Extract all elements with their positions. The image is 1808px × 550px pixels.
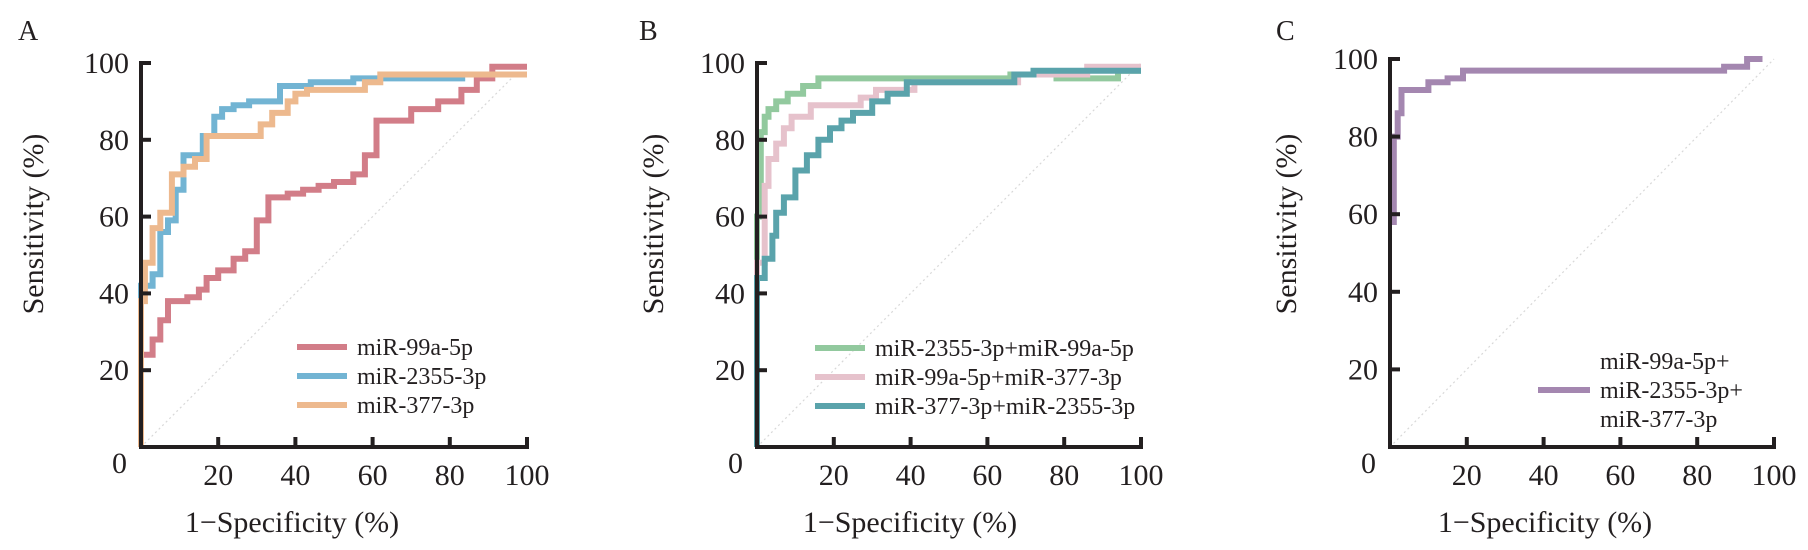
panel-b-ylabel: Sensitivity (%) [637, 134, 670, 315]
panel-c-y-tick-label-4: 80 [1348, 121, 1378, 154]
panel-b-x-tick-label-3: 60 [972, 459, 1002, 492]
panel-b-legend: miR-2355-3p+miR-99a-5p miR-99a-5p+miR-377… [815, 336, 1135, 420]
panel-b-y-tick-label-2: 40 [715, 277, 745, 310]
panel-c-x-tick-label-2: 40 [1529, 459, 1559, 492]
panel-a-x-tick-label-1: 20 [203, 459, 233, 492]
panel-a-x-tick-label-4: 80 [435, 459, 465, 492]
panel-b-xlabel: 1−Specificity (%) [803, 506, 1017, 539]
panel-a-y-tick-label-4: 80 [99, 124, 129, 157]
panel-b-y-tick-label-5: 100 [700, 47, 745, 80]
panel-c-x-tick-label-3: 60 [1605, 459, 1635, 492]
panel-c-y-tick-label-2: 40 [1348, 276, 1378, 309]
plot-b: 20 40 60 80 100 20 40 60 80 100 0 miR-2355-3p+miR-9… [700, 47, 1164, 492]
panel-b-x-tick-label-1: 20 [819, 459, 849, 492]
panel-a-y-tick-label-1: 20 [99, 354, 129, 387]
panel-c-x-tick-label-5: 100 [1752, 459, 1797, 492]
panel-a-legend-label-3: miR-377-3p [357, 393, 474, 419]
plot-c: 20 40 60 80 100 20 40 60 80 100 0 miR-99a-5p+ miR-23… [1333, 43, 1797, 492]
panel-c-reference-diagonal [1389, 58, 1775, 448]
panel-b-legend-label-1: miR-2355-3p+miR-99a-5p [875, 336, 1134, 362]
panel-c-letter: C [1276, 16, 1295, 47]
panel-b-x-tick-label-2: 40 [896, 459, 926, 492]
panel-a-y-tick-label-5: 100 [84, 47, 129, 80]
panel-c-x-tick-label-4: 80 [1682, 459, 1712, 492]
panel-c-xlabel: 1−Specificity (%) [1438, 506, 1652, 539]
panel-b-y-tick-label-1: 20 [715, 354, 745, 387]
panel-a-series-line-3 [138, 71, 527, 447]
panel-a-origin-label: 0 [112, 447, 127, 480]
plot-a: 20 40 60 80 100 20 40 60 80 100 0 miR-99a-5p miR-235… [84, 47, 550, 492]
panel-c-y-tick-label-5: 100 [1333, 43, 1378, 76]
panel-a-x-tick-label-2: 40 [280, 459, 310, 492]
panel-a-x-tick-label-3: 60 [358, 459, 388, 492]
panel-b: B 20 40 60 80 100 20 40 60 80 100 0 miR-2355-3p+miR… [637, 16, 1164, 539]
panel-b-series-line-3 [754, 67, 1141, 447]
panel-c-y-tick-label-1: 20 [1348, 353, 1378, 386]
panel-b-y-tick-label-3: 60 [715, 201, 745, 234]
panel-a-legend: miR-99a-5p miR-2355-3p miR-377-3p [297, 335, 486, 419]
panel-a-x-tick-label-5: 100 [505, 459, 550, 492]
panel-c-x-tick-label-1: 20 [1452, 459, 1482, 492]
panel-b-x-tick-label-4: 80 [1049, 459, 1079, 492]
panel-c: C 20 40 60 80 100 20 40 60 80 100 0 miR-99a-5p+ miR-… [1270, 16, 1797, 539]
panel-c-origin-label: 0 [1361, 447, 1376, 480]
panel-a-letter: A [18, 16, 39, 47]
panel-a-reference-diagonal [140, 62, 528, 448]
panel-b-y-tick-label-4: 80 [715, 124, 745, 157]
panel-c-series-line-1 [1390, 56, 1763, 225]
panel-b-reference-diagonal [756, 62, 1142, 448]
panel-c-legend-label-1: miR-99a-5p+ miR-2355-3p+ miR-377-3p [1600, 349, 1743, 433]
panel-b-series-line-2 [754, 63, 1141, 447]
panel-a-legend-label-2: miR-2355-3p [357, 364, 486, 390]
panel-a-legend-label-1: miR-99a-5p [357, 335, 473, 361]
panel-c-legend: miR-99a-5p+ miR-2355-3p+ miR-377-3p [1538, 349, 1743, 433]
panel-b-letter: B [639, 16, 658, 47]
panel-a-y-tick-label-3: 60 [99, 201, 129, 234]
panel-a-series-line-1 [138, 63, 527, 447]
panel-b-legend-label-2: miR-99a-5p+miR-377-3p [875, 365, 1122, 391]
panel-b-legend-label-3: miR-377-3p+miR-2355-3p [875, 394, 1135, 420]
panel-a-ylabel: Sensitivity (%) [17, 134, 50, 315]
panel-c-y-tick-label-3: 60 [1348, 198, 1378, 231]
panel-c-ylabel: Sensitivity (%) [1270, 134, 1303, 315]
panel-a-y-tick-label-2: 40 [99, 277, 129, 310]
panel-b-x-tick-label-5: 100 [1119, 459, 1164, 492]
panel-a-series-line-2 [138, 75, 466, 447]
panel-b-origin-label: 0 [728, 447, 743, 480]
panel-a-xlabel: 1−Specificity (%) [185, 506, 399, 539]
panel-a: A 20 40 60 80 100 20 40 60 80 100 0 miR-99a-5p miR-2… [17, 16, 550, 539]
